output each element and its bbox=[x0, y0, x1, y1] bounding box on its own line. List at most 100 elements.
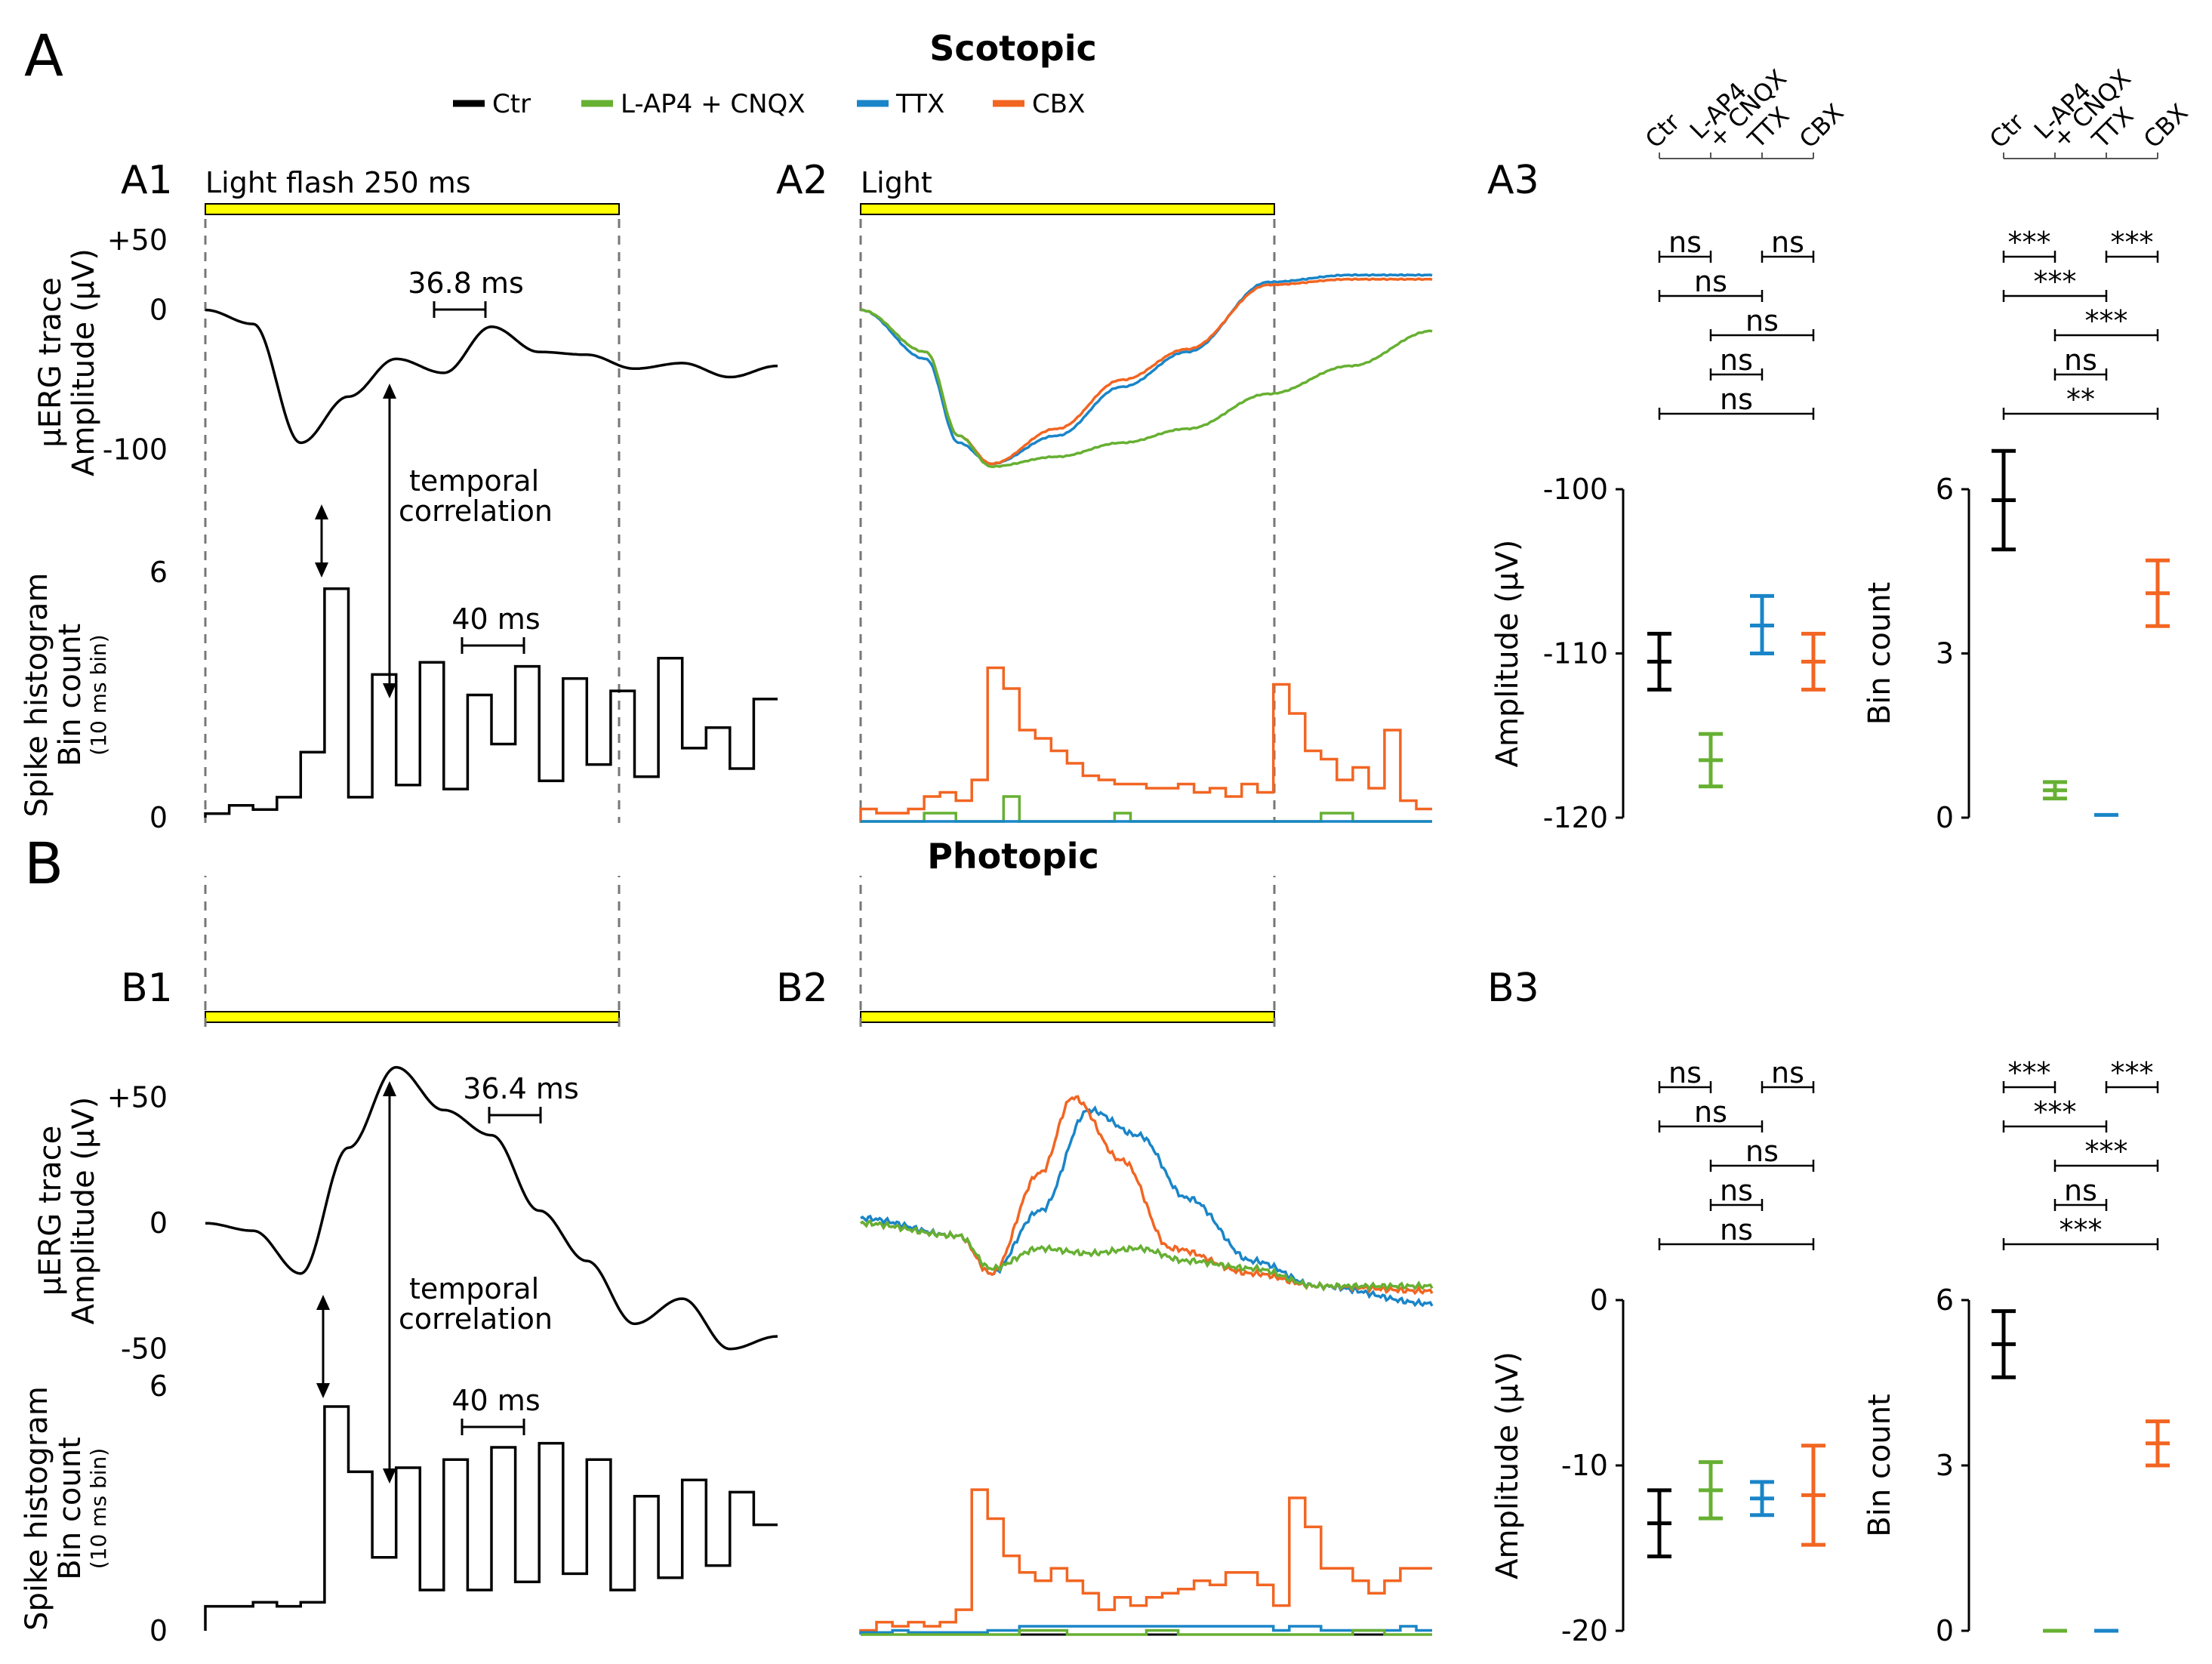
stats-y-tick-label: 3 bbox=[1936, 1449, 1954, 1482]
condition-label: Ctr bbox=[1984, 107, 2030, 153]
correlation-label-line1: temporal bbox=[409, 464, 539, 498]
hist-y-label-line2: Bin count bbox=[53, 1437, 88, 1579]
panel-label-A2: A2 bbox=[776, 158, 828, 203]
stats-y-tick-label: 0 bbox=[1936, 1614, 1954, 1647]
series-trace-ttx bbox=[861, 1108, 1432, 1305]
hist-y-sub-label: (10 ms bin) bbox=[86, 1448, 111, 1569]
hist-y-sub-label: (10 ms bin) bbox=[86, 634, 111, 755]
correlation-arrow-head bbox=[383, 683, 396, 698]
light-stimulus-bar bbox=[861, 1012, 1274, 1022]
trace-y-tick: 0 bbox=[149, 1206, 168, 1240]
stats-y-tick-label: -20 bbox=[1561, 1614, 1608, 1647]
sig-label: *** bbox=[2034, 1095, 2077, 1129]
series-histogram-cbx bbox=[861, 668, 1432, 822]
correlation-arrow-head bbox=[383, 384, 396, 399]
hist-y-label-line1: Spike histogram bbox=[20, 1386, 54, 1631]
stats-y-tick-label: 0 bbox=[1590, 1283, 1608, 1317]
legend-label: Ctr bbox=[492, 89, 531, 119]
bin-label: 40 ms bbox=[451, 602, 540, 636]
stats-y-tick-label: -100 bbox=[1543, 473, 1608, 506]
sig-label: ns bbox=[1720, 1174, 1753, 1207]
period-label: 36.4 ms bbox=[463, 1072, 579, 1105]
panel-label-A3: A3 bbox=[1487, 158, 1539, 203]
correlation-arrow-head bbox=[315, 562, 328, 578]
section-letter: B bbox=[24, 830, 63, 897]
series-trace-cbx bbox=[861, 279, 1432, 464]
correlation-arrow-head bbox=[383, 1081, 396, 1096]
stats-y-tick-label: 6 bbox=[1936, 1283, 1954, 1317]
hist-y-label-line2: Bin count bbox=[53, 624, 88, 766]
series-histogram-cbx bbox=[861, 1490, 1432, 1635]
light-stimulus-bar bbox=[861, 204, 1274, 214]
light-label: Light flash 250 ms bbox=[205, 166, 471, 199]
sig-label: ns bbox=[1745, 304, 1779, 337]
panel-label-B2: B2 bbox=[776, 966, 828, 1011]
panel-label-B3: B3 bbox=[1487, 966, 1539, 1011]
sig-label: ns bbox=[1694, 265, 1727, 298]
trace-y-label-line1: μERG trace bbox=[33, 277, 68, 447]
legend-label: CBX bbox=[1032, 89, 1085, 119]
stats-y-tick-label: -110 bbox=[1543, 637, 1608, 670]
period-label: 36.8 ms bbox=[408, 267, 524, 300]
sig-label: ns bbox=[1771, 226, 1804, 259]
sig-label: *** bbox=[2111, 226, 2154, 259]
legend-label: L-AP4 + CNQX bbox=[621, 89, 806, 119]
stats-y-tick-label: 6 bbox=[1936, 473, 1954, 506]
trace-y-label-line2: Amplitude (μV) bbox=[66, 248, 101, 476]
trace-y-tick: 0 bbox=[149, 294, 168, 327]
sig-label: *** bbox=[2111, 1056, 2154, 1089]
condition-label: CBX bbox=[1794, 98, 1850, 154]
series-histogram-l-ap4-cnqx bbox=[861, 797, 1432, 821]
sig-label: ns bbox=[1694, 1095, 1727, 1129]
sig-label: ns bbox=[2064, 1174, 2097, 1207]
hist-y-tick: 6 bbox=[149, 1370, 168, 1403]
section-title: Photopic bbox=[927, 836, 1099, 877]
trace-y-label-line1: μERG trace bbox=[33, 1126, 68, 1296]
correlation-arrow-head bbox=[315, 504, 328, 519]
section-title: Scotopic bbox=[929, 28, 1097, 69]
light-stimulus-bar bbox=[205, 204, 619, 214]
sig-label: ns bbox=[1668, 1056, 1702, 1089]
correlation-label-line2: correlation bbox=[399, 1302, 553, 1336]
stats-y-tick-label: 0 bbox=[1936, 801, 1954, 834]
ctr-spike-histogram bbox=[205, 1407, 778, 1631]
trace-y-tick: +50 bbox=[107, 1081, 168, 1114]
correlation-label-line1: temporal bbox=[409, 1272, 539, 1305]
sig-label: *** bbox=[2085, 1135, 2128, 1168]
hist-y-tick: 0 bbox=[149, 801, 168, 834]
series-trace-l-ap4-cnqx bbox=[861, 1222, 1432, 1290]
correlation-arrow-head bbox=[316, 1383, 330, 1398]
condition-label: Ctr bbox=[1640, 107, 1686, 153]
light-stimulus-bar bbox=[205, 1012, 619, 1022]
stats-y-tick-label: -120 bbox=[1543, 801, 1608, 834]
section-letter: A bbox=[24, 22, 63, 89]
sig-label: ns bbox=[1720, 1213, 1753, 1246]
sig-label: *** bbox=[2060, 1213, 2103, 1246]
sig-label: ns bbox=[1720, 383, 1753, 416]
stats-y-label: Bin count bbox=[1862, 1394, 1897, 1536]
stats-y-tick-label: 3 bbox=[1936, 637, 1954, 670]
sig-label: ** bbox=[2066, 383, 2095, 416]
trace-y-tick: -100 bbox=[103, 433, 168, 467]
sig-label: ns bbox=[1771, 1056, 1804, 1089]
trace-y-tick: +50 bbox=[107, 223, 168, 257]
correlation-arrow-head bbox=[383, 1468, 396, 1484]
panel-label-A1: A1 bbox=[121, 158, 173, 203]
correlation-arrow-head bbox=[316, 1295, 330, 1310]
correlation-label-line2: correlation bbox=[399, 495, 553, 528]
sig-label: *** bbox=[2008, 1056, 2051, 1089]
ctr-erg-trace bbox=[205, 310, 778, 443]
sig-label: ns bbox=[2064, 344, 2097, 377]
stats-y-label: Amplitude (μV) bbox=[1490, 540, 1525, 768]
trace-y-label-line2: Amplitude (μV) bbox=[66, 1097, 101, 1325]
light-label: Light bbox=[861, 166, 932, 199]
series-trace-l-ap4-cnqx bbox=[861, 310, 1432, 467]
hist-y-tick: 6 bbox=[149, 556, 168, 589]
hist-y-tick: 0 bbox=[149, 1614, 168, 1647]
trace-y-tick: -50 bbox=[121, 1333, 168, 1366]
sig-label: ns bbox=[1668, 226, 1702, 259]
condition-label: CBX bbox=[2138, 98, 2194, 154]
panel-label-B1: B1 bbox=[121, 966, 173, 1011]
sig-label: ns bbox=[1745, 1135, 1779, 1168]
bin-label: 40 ms bbox=[451, 1384, 540, 1417]
